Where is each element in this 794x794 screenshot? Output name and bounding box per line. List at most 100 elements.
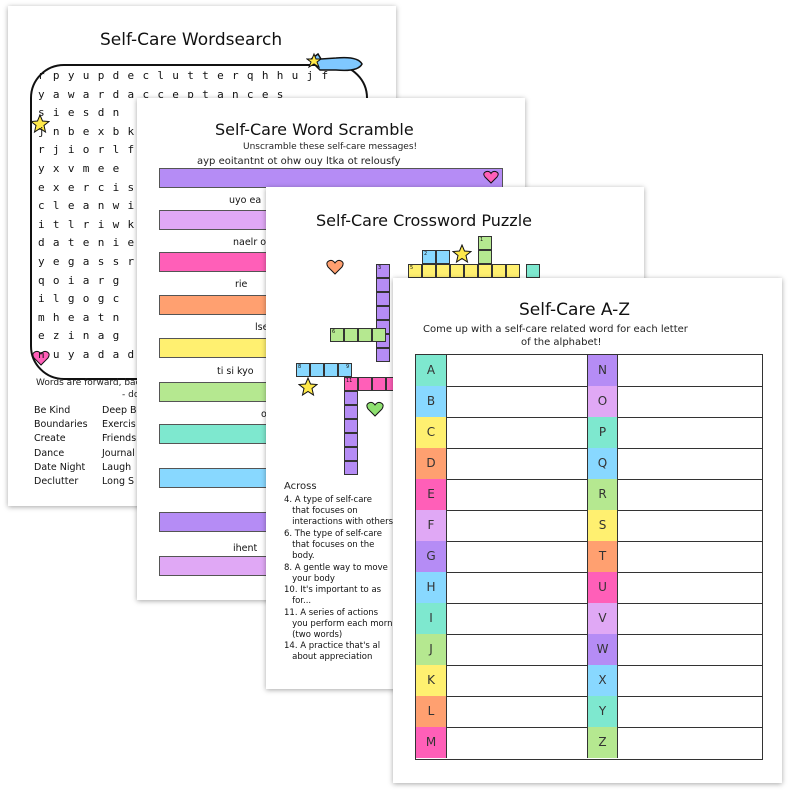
crossword-cell	[344, 433, 358, 447]
crossword-cell	[478, 236, 492, 250]
wordsearch-row: yawardacceptances	[38, 87, 292, 101]
crossword-cell	[344, 391, 358, 405]
az-title: Self-Care A-Z	[519, 300, 630, 320]
across-clue: 11. A series of actions you perform each…	[284, 608, 406, 640]
scramble-question: lse	[255, 322, 269, 333]
crossword-cell	[344, 447, 358, 461]
across-clue: 14. A practice that's al about appreciat…	[284, 641, 381, 662]
wordsearch-row: ilgogc	[38, 292, 128, 306]
crossword-cell	[344, 328, 358, 342]
wordsearch-title: Self-Care Wordsearch	[100, 30, 283, 50]
letter-cell: Z	[587, 727, 618, 758]
scramble-subtitle: Unscramble these self-care messages!	[243, 142, 418, 152]
crossword-title: Self-Care Crossword Puzzle	[316, 211, 532, 230]
wordsearch-row: mheatn	[38, 310, 128, 324]
letter-cell: B	[416, 386, 447, 417]
clue-number: 1	[480, 237, 484, 243]
letter-cell: P	[587, 417, 618, 448]
word-list-item: Date Night	[34, 461, 86, 473]
crossword-cell	[492, 264, 506, 278]
scramble-title: Self-Care Word Scramble	[215, 120, 414, 139]
letter-cell: Q	[587, 448, 618, 479]
letter-cell: O	[587, 386, 618, 417]
crossword-cell	[344, 405, 358, 419]
crossword-cell	[330, 328, 344, 342]
clue-number: 6	[332, 329, 336, 335]
az-subtitle: Come up with a self-care related word fo…	[423, 324, 688, 335]
scramble-question: ti si kyo	[217, 366, 254, 377]
letter-cell: A	[416, 355, 447, 386]
wordsearch-row: rjiorlf	[38, 143, 143, 157]
star-icon	[452, 244, 472, 264]
crossword-cell	[310, 363, 324, 377]
wordsearch-row: nuyadad	[38, 348, 143, 361]
crossword-cell	[376, 348, 390, 362]
word-list-item: Dance	[34, 447, 65, 459]
clue-number: 3	[378, 265, 382, 271]
star-icon	[30, 114, 50, 134]
letter-cell: R	[587, 479, 618, 510]
scramble-question: ihent	[233, 543, 258, 554]
crossword-cell	[436, 264, 450, 278]
across-heading: Across	[284, 481, 317, 492]
wordsearch-row: yegassr	[38, 255, 143, 268]
scramble-question: uyo ea	[229, 195, 262, 206]
clue-number: 5	[410, 265, 414, 271]
crossword-cell	[344, 461, 358, 475]
scramble-question: naelr o	[233, 237, 267, 248]
crossword-cell	[296, 363, 310, 377]
wordsearch-row: exercis	[38, 180, 143, 194]
crossword-cell	[344, 419, 358, 433]
crossword-cell	[408, 264, 422, 278]
wordsearch-row: itlriwk	[38, 217, 143, 231]
word-list-right: Deep B Exercis Friends Journal Laugh Long S	[102, 404, 137, 489]
crossword-cell	[338, 363, 352, 377]
word-list-item: Deep B	[102, 405, 137, 416]
letter-cell: E	[416, 479, 447, 510]
letter-cell: D	[416, 448, 447, 479]
across-clue: 10. It's important to as for...	[284, 585, 382, 606]
across-clue: 6. The type of self-care that focuses on…	[284, 529, 382, 561]
letter-cell: Y	[587, 696, 618, 727]
letter-cell: L	[416, 696, 447, 727]
star-icon	[298, 377, 318, 397]
crossword-cell	[422, 264, 436, 278]
letter-cell: M	[416, 727, 447, 758]
word-list-item: Boundaries	[34, 419, 88, 431]
answer-bar	[159, 168, 503, 188]
letter-cell: U	[587, 572, 618, 603]
across-clue: 4. A type of self-care that focuses on i…	[284, 495, 394, 527]
letter-cell: H	[416, 572, 447, 603]
wordsearch-row: cleanwi	[38, 199, 143, 213]
crossword-cell	[450, 264, 464, 278]
heart-icon	[32, 350, 50, 366]
word-list-item: Declutter	[34, 476, 79, 488]
word-list-item: Create	[34, 433, 66, 445]
crossword-cell	[526, 264, 540, 278]
crossword-cell	[376, 278, 390, 292]
letter-cell: K	[416, 665, 447, 696]
scramble-question: rie	[235, 279, 248, 290]
heart-icon	[326, 259, 344, 275]
crossword-cell	[372, 328, 386, 342]
crossword-cell	[358, 328, 372, 342]
letter-cell: S	[587, 510, 618, 541]
letter-cell: J	[416, 634, 447, 665]
heart-icon	[366, 401, 384, 417]
letter-cell: W	[587, 634, 618, 665]
word-list-left: Be Kind Boundaries Create Dance Date Night De…	[34, 404, 88, 489]
word-list-item: Exercis	[102, 419, 136, 431]
wordsearch-row: siesdn	[38, 106, 128, 120]
clue-number: 9	[346, 364, 350, 370]
wordsearch-row: jnbexbk	[38, 124, 143, 138]
hand-icon	[306, 52, 363, 72]
scramble-question: o	[261, 409, 267, 420]
letter-cell: G	[416, 541, 447, 572]
crossword-cell	[478, 250, 492, 264]
wordsearch-row: datenie	[38, 236, 143, 250]
crossword-cell	[324, 363, 338, 377]
clue-number: 2	[424, 251, 428, 257]
scramble-question: ayp eoitantnt ot ohw ouy ltka ot relousf…	[197, 156, 401, 167]
crossword-cell	[358, 377, 372, 391]
word-list-item: Friends	[102, 433, 137, 445]
